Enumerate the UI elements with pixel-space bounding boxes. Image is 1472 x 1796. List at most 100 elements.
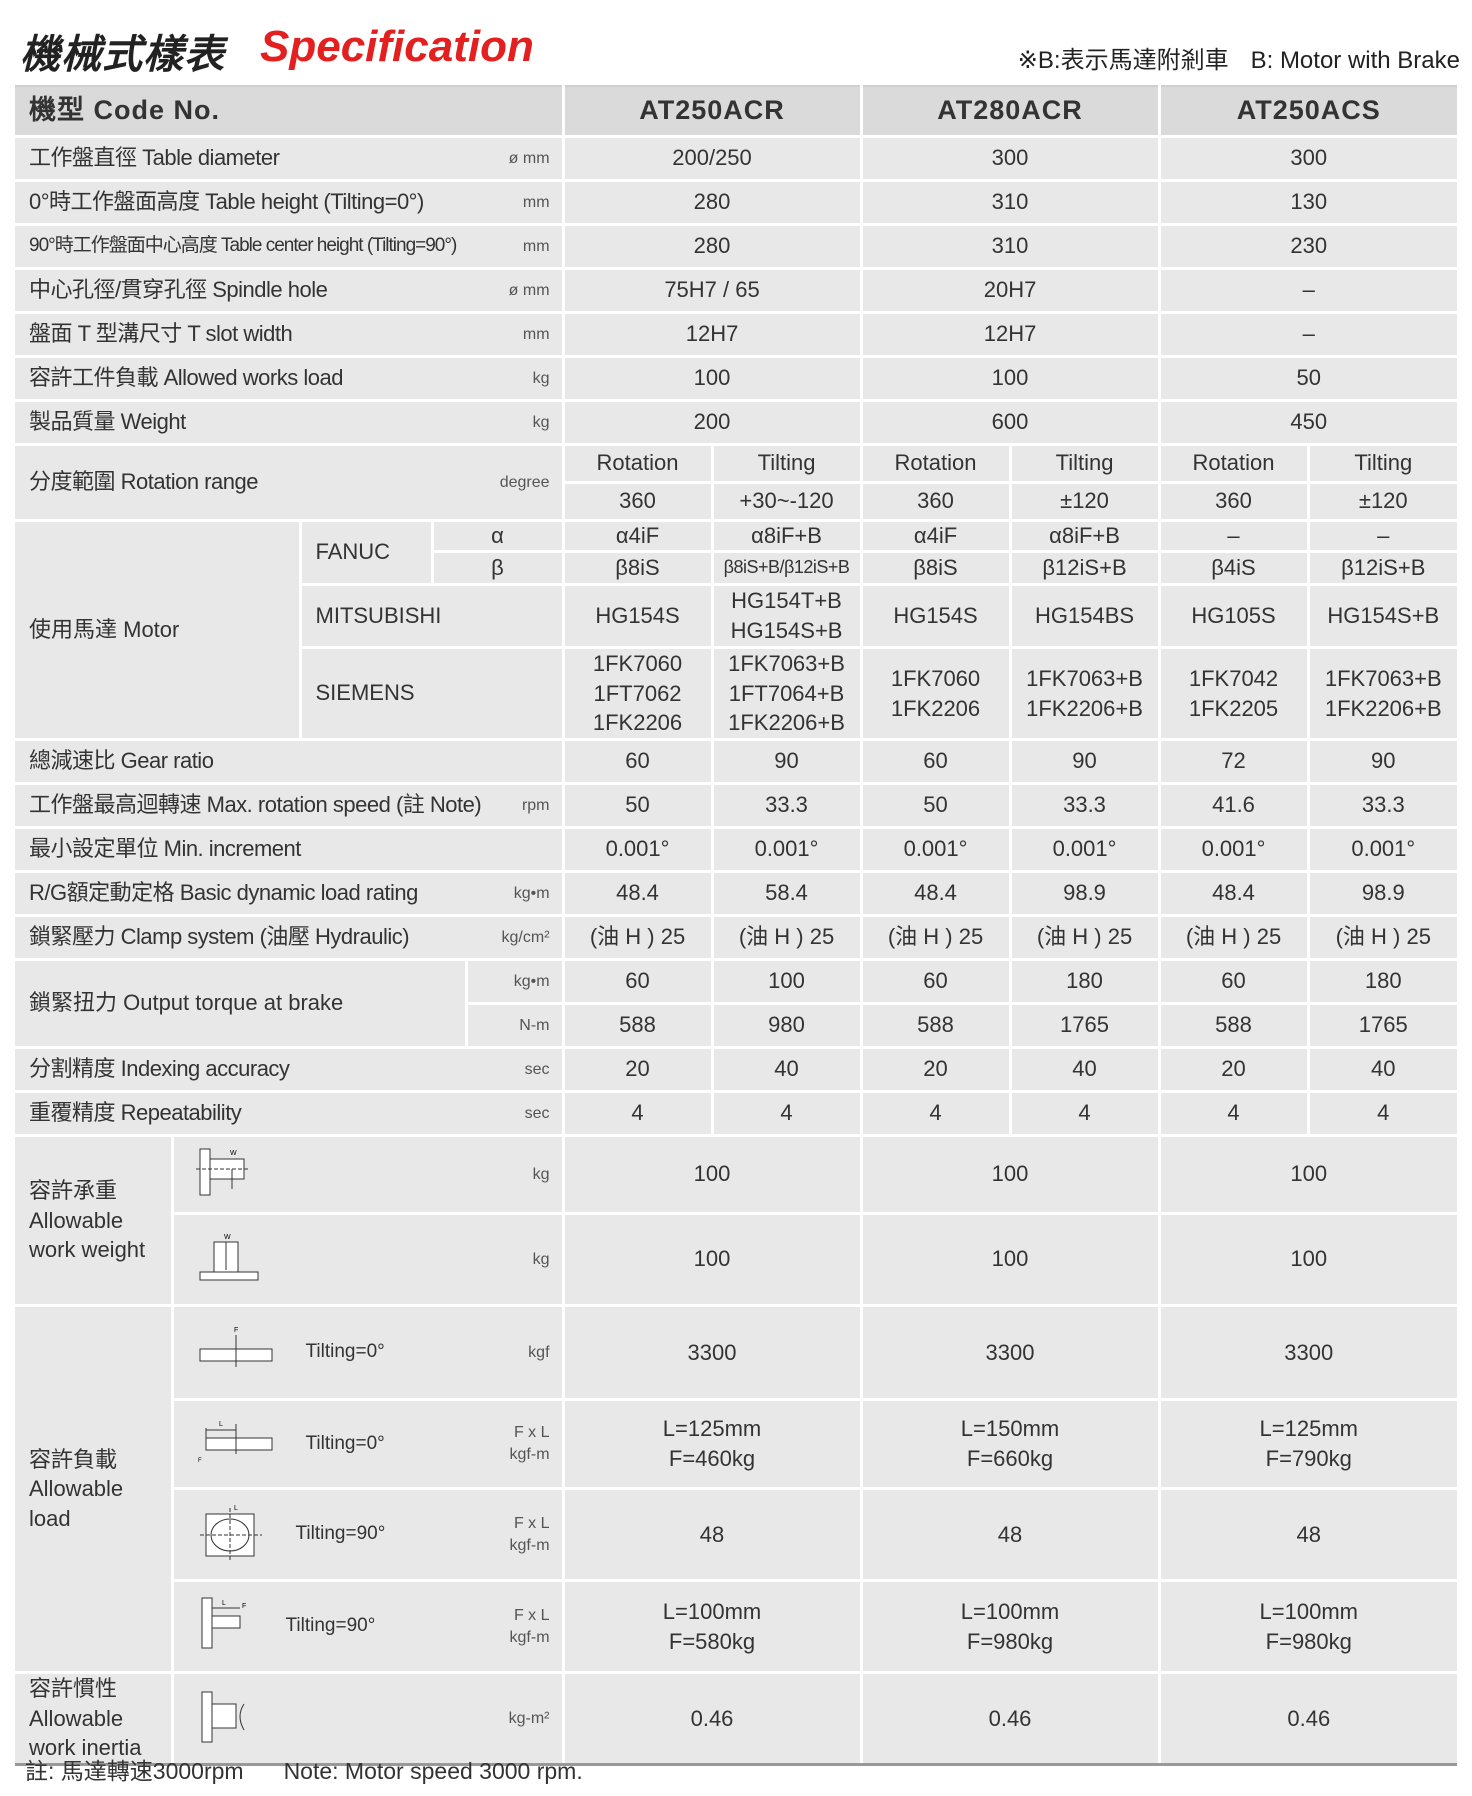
row-label: 工作盤最高迴轉速 Max. rotation speed (註 Note) (29, 792, 482, 818)
value-cell: 180 (1010, 959, 1161, 1006)
unit-label: kg•m (513, 884, 550, 902)
value-cell: 0.46 (861, 1672, 1161, 1767)
table-row: 最小設定單位 Min. increment 0.001° 0.001° 0.001° 0… (15, 827, 1458, 874)
table-row: 機型 Code No. AT250ACR AT280ACR AT250ACS (15, 85, 1458, 138)
diagram-cell: kg-m² (172, 1672, 565, 1767)
value-cell: β8iS (563, 551, 714, 586)
footer-note-en: Note: Motor speed 3000 rpm. (283, 1758, 583, 1784)
model-header: AT250ACS (1159, 85, 1458, 138)
spec-label-cell: R/G額定動定格 Basic dynamic load rating kg•m (15, 871, 565, 918)
value-cell: 1FK7042 1FK2205 (1159, 647, 1310, 742)
value-cell: 4 (712, 1091, 863, 1138)
value-cell: 20 (861, 1047, 1012, 1094)
value-cell: 60 (861, 959, 1012, 1006)
value-cell: 588 (1159, 1003, 1310, 1050)
value-line: 1FK7042 (1188, 665, 1279, 691)
value-cell: 12H7 (563, 312, 863, 358)
value-line: HG154S (595, 603, 680, 629)
value-cell: L=100mm F=580kg (563, 1580, 863, 1675)
svg-text:F: F (242, 1603, 246, 1610)
spec-label-cell: 分割精度 Indexing accuracy sec (15, 1047, 565, 1094)
value-cell: 100 (1159, 1213, 1458, 1308)
row-label: 總減速比 Gear ratio (29, 748, 214, 774)
label-line: work inertia (29, 1735, 142, 1761)
value-cell: 48.4 (1159, 871, 1310, 918)
row-label: 鎖緊壓力 Clamp system (油壓 Hydraulic) (29, 924, 410, 950)
value-cell: 300 (1159, 136, 1458, 182)
value-line: 48 (1296, 1521, 1322, 1547)
value-cell: 0.001° (563, 827, 714, 874)
value-cell: L=125mm F=790kg (1159, 1399, 1458, 1491)
value-cell: 1FK7060 1FK2206 (861, 647, 1012, 742)
value-cell: 75H7 / 65 (563, 268, 863, 314)
spec-label-cell: 鎖緊壓力 Clamp system (油壓 Hydraulic) kg/cm² (15, 915, 565, 962)
value-cell: L=125mm F=460kg (563, 1399, 863, 1491)
brand-fanuc: FANUC (300, 520, 434, 586)
value-line: 1FK2205 (1188, 695, 1279, 721)
table-row: 容許工件負載 Allowed works load kg 100 100 50 (15, 356, 1458, 402)
value-line: F=980kg (966, 1628, 1054, 1654)
value-cell: L=150mm F=660kg (861, 1399, 1161, 1491)
value-cell: 20H7 (861, 268, 1161, 314)
value-cell: 4 (563, 1091, 714, 1138)
value-line: L=150mm (960, 1416, 1060, 1442)
work_weight-label: 容許承重 Allowable work weight (15, 1135, 174, 1308)
tilting-label: Tilting=0° (305, 1341, 385, 1363)
value-cell: (油 H ) 25 (1308, 915, 1458, 962)
value-cell: HG154S (563, 584, 714, 649)
value-cell: 280 (563, 180, 863, 226)
value-cell: 48 (861, 1488, 1161, 1583)
value-line: L=100mm (1259, 1598, 1358, 1624)
value-line: 1FK2206 (890, 695, 981, 721)
spec-label-cell: 製品質量 Weight kg (15, 400, 565, 446)
value-cell: 40 (712, 1047, 863, 1094)
value-line: L=125mm (662, 1416, 762, 1442)
value-cell: 0.46 (1159, 1672, 1458, 1767)
svg-text:W: W (224, 1234, 231, 1241)
unit-label: mm (522, 237, 550, 255)
unit-label: sec (524, 1104, 550, 1122)
diagram-cell: L Tilting=90° F x L kgf-m (172, 1488, 565, 1583)
value-line: 1FT7062 (593, 680, 682, 706)
value-cell: HG105S (1159, 584, 1310, 649)
unit-label: ø mm (508, 149, 550, 167)
row-label: 0°時工作盤面高度 Table height (Tilting=0°) (29, 189, 424, 215)
value-cell: 50 (563, 783, 714, 830)
value-line: 1FK7063+B (1324, 665, 1442, 691)
value-cell: 98.9 (1308, 871, 1458, 918)
value-cell: 588 (861, 1003, 1012, 1050)
unit-label: N-m (519, 1016, 550, 1034)
value-cell: 100 (563, 356, 863, 402)
spec-label-cell: 重覆精度 Repeatability sec (15, 1091, 565, 1138)
label-line: 容許慣性 (29, 1676, 118, 1702)
table-row: N-m 588 980 588 1765 588 1765 (15, 1003, 1458, 1050)
value-cell: 360 (861, 482, 1012, 522)
unit-label: F x L (513, 1514, 550, 1532)
value-cell: 3300 (1159, 1305, 1458, 1402)
value-cell: 60 (1159, 959, 1310, 1006)
value-line: 48 (699, 1521, 725, 1547)
row-label: 盤面 T 型溝尺寸 T slot width (29, 321, 293, 347)
value-cell: – (1159, 312, 1458, 358)
value-cell: β8iS (861, 551, 1012, 586)
unit-label: ø mm (508, 281, 550, 299)
value-line: 1FT7064+B (728, 680, 845, 706)
footer-note: 註: 馬達轉速3000rpm Note: Motor speed 3000 rpm… (25, 1752, 583, 1786)
unit-label: kgf-m (509, 1446, 550, 1464)
value-cell: L=100mm F=980kg (861, 1580, 1161, 1675)
table-row: 鎖緊扭力 Output torque at brake kg•m 60 100 60 18… (15, 959, 1458, 1050)
label-line: 容許承重 (29, 1178, 118, 1204)
specification-table: 機型 Code No. AT250ACR AT280ACR AT250ACS 工作盤直徑… (15, 85, 1458, 1767)
value-cell: 600 (861, 400, 1161, 446)
value-cell: 310 (861, 180, 1161, 226)
value-cell: 3300 (861, 1305, 1161, 1402)
table-row: 容許負載 Allowable load F Tilting=0° kgf 3300 3300 3… (15, 1305, 1458, 1675)
table-row: 工作盤最高迴轉速 Max. rotation speed (註 Note) rpm… (15, 783, 1458, 830)
value-cell: 60 (563, 739, 714, 786)
unit-label: kgf (528, 1343, 550, 1361)
value-cell: 230 (1159, 224, 1458, 270)
footer-note-zh: 註: 馬達轉速3000rpm (25, 1758, 244, 1784)
